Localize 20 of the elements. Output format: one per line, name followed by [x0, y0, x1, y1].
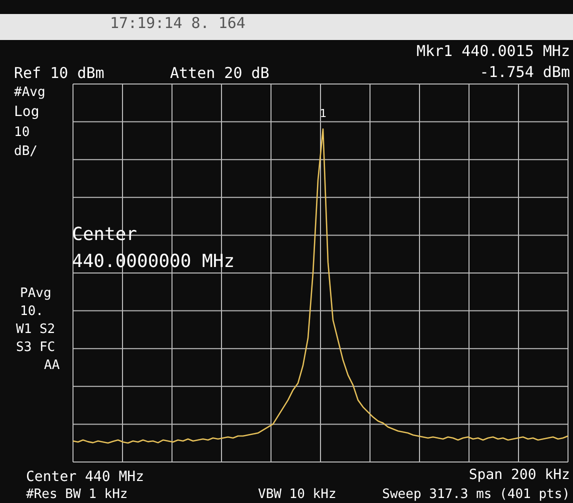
- text: W1 S2: [16, 322, 56, 337]
- text: Ref 10 dBm: [14, 64, 104, 82]
- text: Mkr1 440.0015 MHz: [416, 42, 570, 60]
- text: -1.754 dBm: [480, 63, 570, 81]
- text: Atten 20 dB: [170, 64, 270, 82]
- text: Span 200 kHz: [468, 467, 570, 483]
- text: 17:19:14 8. 164: [110, 14, 246, 32]
- text: PAvg: [20, 286, 52, 301]
- text: Log: [14, 104, 40, 120]
- text: #Res BW 1 kHz: [26, 487, 128, 502]
- text: Center 440 MHz: [26, 469, 144, 485]
- text: VBW 10 kHz: [258, 487, 336, 502]
- text: 10.: [20, 304, 44, 319]
- text: 10: [14, 125, 30, 140]
- annotation: 1: [320, 107, 326, 120]
- text: AA: [44, 358, 60, 373]
- text: #Avg: [14, 85, 46, 100]
- text: S3 FC: [16, 340, 56, 355]
- text: dB/: [14, 144, 38, 159]
- text: Sweep 317.3 ms (401 pts): [382, 487, 570, 502]
